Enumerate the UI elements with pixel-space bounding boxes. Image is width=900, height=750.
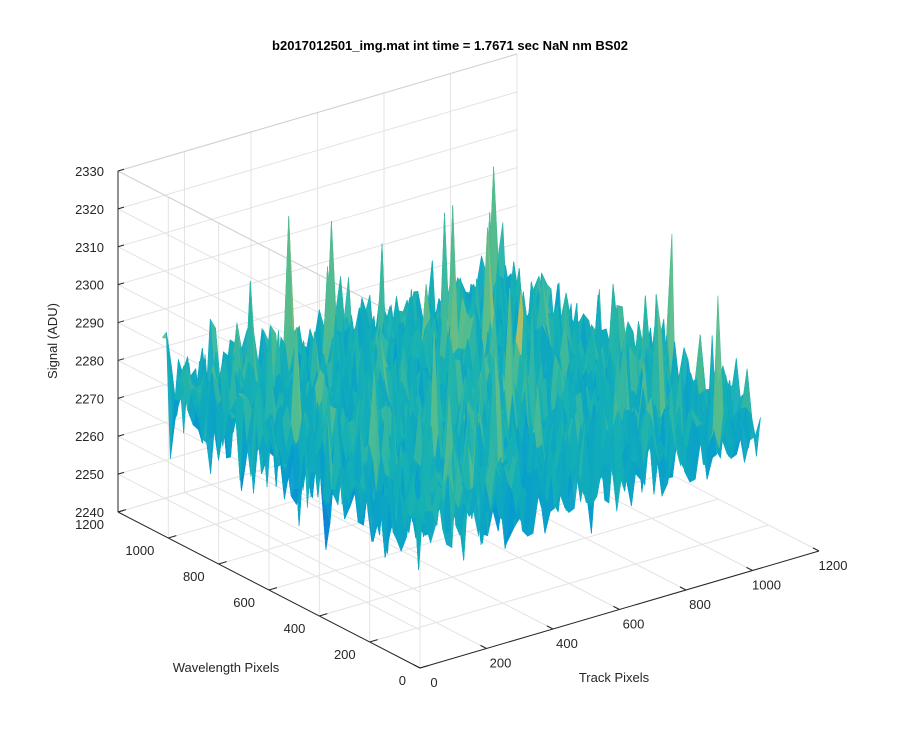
z-tick xyxy=(117,244,125,248)
z-tick xyxy=(117,509,125,513)
x-tick xyxy=(613,605,620,610)
x-tick-label: 800 xyxy=(689,597,711,612)
z-tick xyxy=(117,206,125,210)
y-tick-label: 0 xyxy=(399,673,406,688)
x-tick xyxy=(480,644,487,649)
x-tick xyxy=(546,625,554,630)
back-wall-gridline xyxy=(117,129,518,248)
box-edge xyxy=(117,53,518,172)
y-tick-label: 1200 xyxy=(75,517,104,532)
z-tick-label: 2300 xyxy=(75,278,104,293)
y-tick xyxy=(268,587,278,591)
x-tick xyxy=(413,664,421,669)
z-tick-label: 2240 xyxy=(75,505,104,520)
back-wall-gridline xyxy=(117,205,518,324)
x-tick xyxy=(812,547,820,552)
z-tick xyxy=(117,282,125,286)
surface-plot xyxy=(161,166,761,571)
x-tick-label: 1200 xyxy=(819,558,848,573)
z-tick-label: 2280 xyxy=(75,353,104,368)
z-tick xyxy=(117,471,125,475)
y-tick xyxy=(419,665,429,669)
x-tick-label: 200 xyxy=(490,656,512,671)
floor-gridline xyxy=(268,472,669,591)
y-tick-label: 800 xyxy=(183,569,205,584)
x-tick-label: 400 xyxy=(556,636,578,651)
y-axis-label: Wavelength Pixels xyxy=(173,660,280,675)
x-axis-label: Track Pixels xyxy=(579,670,650,685)
z-tick-label: 2270 xyxy=(75,391,104,406)
y-tick xyxy=(168,535,177,539)
z-axis-label: Signal (ADU) xyxy=(45,303,60,379)
z-tick-label: 2320 xyxy=(75,202,104,217)
z-tick-label: 2330 xyxy=(75,164,104,179)
chart-title: b2017012501_img.mat int time = 1.7671 se… xyxy=(272,38,628,53)
z-tick xyxy=(117,396,125,399)
axis-lines xyxy=(117,168,820,669)
y-tick-label: 600 xyxy=(233,595,255,610)
z-tick xyxy=(117,168,125,172)
left-wall-gridline xyxy=(117,473,421,631)
y-tick-label: 1000 xyxy=(125,543,154,558)
tick-labels: 0 200 400 600 800 1000 1200 0 200 400 600 800 1000 12… xyxy=(75,164,847,690)
y-tick-label: 400 xyxy=(284,621,306,636)
z-tick xyxy=(117,320,125,324)
y-tick-label: 200 xyxy=(334,647,356,662)
x-tick-label: 0 xyxy=(430,675,437,690)
back-wall-gridline xyxy=(117,91,518,210)
floor-gridline xyxy=(369,524,769,643)
left-wall-gridline xyxy=(117,435,421,593)
z-tick xyxy=(117,358,125,361)
x-tick-label: 1000 xyxy=(752,578,781,593)
left-wall-gridline xyxy=(117,397,421,555)
surface-patch xyxy=(415,496,426,525)
y-tick xyxy=(369,639,378,643)
x-tick xyxy=(679,586,687,591)
y-tick xyxy=(218,561,227,565)
floor-gridline xyxy=(319,498,719,617)
z-tick-label: 2250 xyxy=(75,467,104,482)
back-wall-gridline xyxy=(117,167,518,286)
y-tick xyxy=(319,613,328,617)
z-tick xyxy=(117,433,125,437)
x-tick-label: 600 xyxy=(623,617,645,632)
x-tick xyxy=(746,566,753,571)
z-tick-label: 2310 xyxy=(75,240,104,255)
z-tick-label: 2290 xyxy=(75,316,104,331)
z-tick-label: 2260 xyxy=(75,429,104,444)
